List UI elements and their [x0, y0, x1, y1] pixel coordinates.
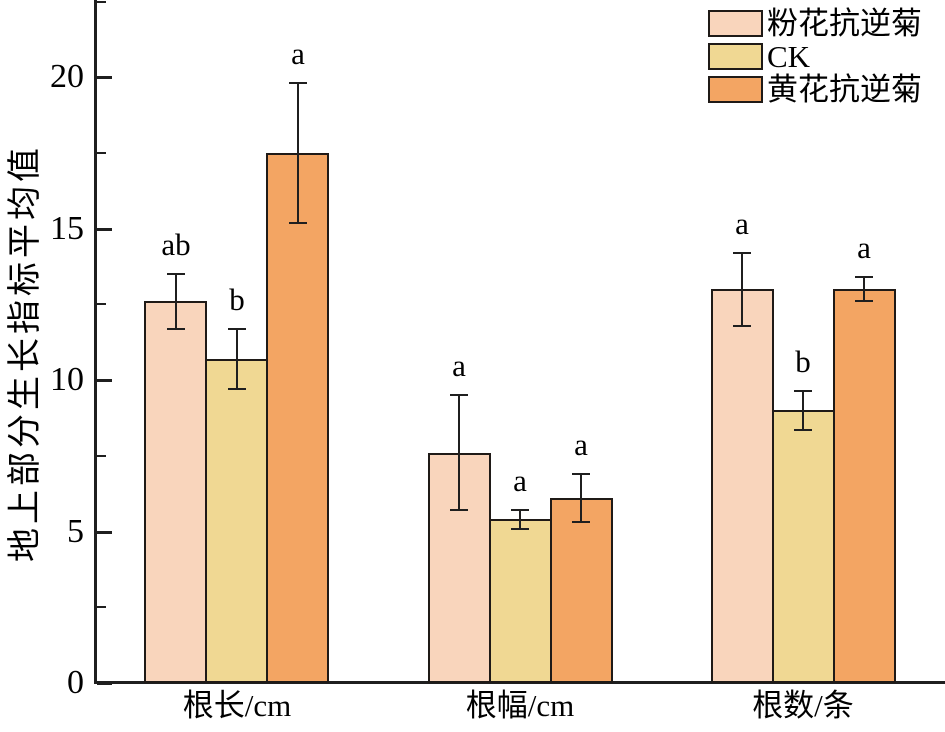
bar [266, 153, 329, 683]
error-bar-line [741, 253, 743, 326]
significance-letter: a [513, 463, 527, 498]
significance-letter: ab [161, 227, 191, 262]
y-tick-label: 20 [50, 58, 84, 95]
y-minor-tick-mark [97, 303, 106, 305]
bar [550, 498, 613, 683]
error-bar-cap [794, 429, 812, 431]
error-bar-cap [450, 394, 468, 396]
error-bar-cap [167, 328, 185, 330]
error-bar-cap [733, 252, 751, 254]
error-bar-cap [289, 222, 307, 224]
y-minor-tick-mark [97, 152, 106, 154]
error-bar-line [802, 391, 804, 430]
significance-letter: a [735, 206, 749, 241]
bar [489, 519, 552, 683]
error-bar-cap [794, 390, 812, 392]
legend-label: 黄花抗逆菊 [767, 72, 922, 107]
y-minor-tick-mark [97, 1, 106, 3]
legend-label: 粉花抗逆菊 [767, 6, 922, 41]
error-bar-line [519, 510, 521, 528]
error-bar-cap [733, 325, 751, 327]
y-minor-tick-mark [97, 606, 106, 608]
significance-letter: a [574, 427, 588, 462]
legend-swatch [708, 10, 763, 37]
significance-letter: b [795, 344, 811, 379]
error-bar-line [297, 83, 299, 222]
y-tick-label: 5 [67, 513, 84, 550]
error-bar-cap [228, 388, 246, 390]
error-bar-cap [511, 509, 529, 511]
y-axis-spine [94, 0, 97, 684]
error-bar-line [175, 274, 177, 329]
significance-letter: a [291, 36, 305, 71]
error-bar-cap [167, 273, 185, 275]
y-tick-label: 15 [50, 210, 84, 247]
error-bar-cap [572, 521, 590, 523]
legend-item: CK [708, 39, 922, 74]
error-bar-cap [855, 300, 873, 302]
bar [205, 359, 268, 683]
error-bar-line [580, 474, 582, 522]
y-tick-mark [97, 228, 112, 231]
error-bar-line [458, 395, 460, 510]
y-tick-mark [97, 531, 112, 534]
legend-item: 粉花抗逆菊 [708, 6, 922, 41]
y-tick-mark [97, 379, 112, 382]
bar [428, 453, 491, 683]
bar [833, 289, 896, 683]
y-minor-tick-mark [97, 455, 106, 457]
error-bar-cap [855, 276, 873, 278]
y-tick-mark [97, 682, 112, 685]
legend-swatch [708, 43, 763, 70]
significance-letter: a [857, 230, 871, 265]
significance-letter: a [452, 348, 466, 383]
error-bar-cap [572, 473, 590, 475]
error-bar-cap [289, 82, 307, 84]
error-bar-cap [511, 528, 529, 530]
error-bar-line [863, 277, 865, 301]
y-tick-label: 10 [50, 361, 84, 398]
legend-label: CK [767, 39, 811, 74]
error-bar-cap [450, 509, 468, 511]
legend-item: 黄花抗逆菊 [708, 72, 922, 107]
bar [144, 301, 207, 683]
x-category-label: 根幅/cm [465, 688, 575, 723]
bar [772, 410, 835, 683]
x-category-label: 根长/cm [182, 688, 292, 723]
error-bar-cap [228, 328, 246, 330]
legend-swatch [708, 76, 763, 103]
x-category-label: 根数/条 [752, 688, 854, 723]
error-bar-line [236, 329, 238, 390]
y-tick-label: 0 [67, 664, 84, 701]
significance-letter: b [229, 282, 245, 317]
legend: 粉花抗逆菊 CK 黄花抗逆菊 [708, 6, 922, 107]
y-tick-mark [97, 76, 112, 79]
